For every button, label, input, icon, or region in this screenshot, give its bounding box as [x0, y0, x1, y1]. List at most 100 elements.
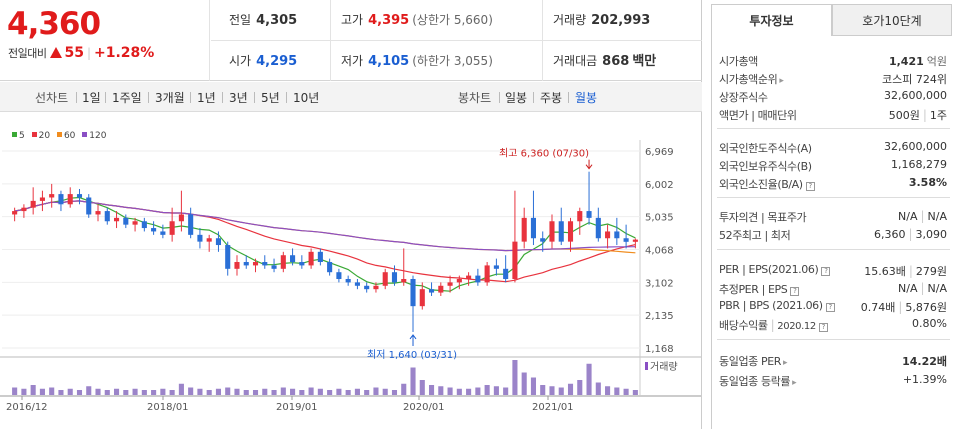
quote-open: 시가 4,295 [229, 41, 297, 81]
range-1y-button[interactable]: 1년 [197, 91, 216, 105]
candle-body [49, 194, 55, 198]
quote-value: 4,305 [256, 13, 298, 28]
volume-bar [521, 372, 527, 395]
row-value: 15.63배 [864, 265, 906, 278]
candle-body [540, 238, 546, 242]
quote-sub: (상한가 5,660) [412, 13, 493, 27]
candle-body [558, 221, 564, 242]
range-3m-button[interactable]: 3개월 [155, 91, 185, 105]
divider [499, 92, 500, 103]
candle-body [76, 194, 83, 198]
volume-bar [456, 388, 462, 395]
high-annotation: 최고 6,360 (07/30) [499, 148, 589, 160]
candle-body [30, 200, 36, 208]
volume-bar [271, 390, 277, 395]
current-price: 4,360 [7, 6, 101, 42]
range-5y-button[interactable]: 5년 [261, 91, 280, 105]
row-label: 시가총액순위 [719, 73, 778, 86]
volume-bar [623, 388, 629, 395]
volume-bar [39, 388, 45, 395]
volume-bar [49, 387, 55, 395]
candle-daily-button[interactable]: 일봉 [505, 91, 528, 105]
legend-label: 20 [38, 131, 51, 141]
row-label: 외국인한도주식수(A) [719, 142, 812, 155]
volume-bar [243, 390, 249, 395]
period-toolbar: 선차트 1일 1주일 3개월 1년 3년 5년 10년 봉차트 일봉 주봉 월봉 [0, 82, 702, 112]
price-tick-label: 3,102 [645, 278, 674, 289]
volume-bar [595, 382, 601, 395]
volume-bar [493, 386, 499, 395]
range-3y-button[interactable]: 3년 [229, 91, 248, 105]
price-tick-label: 1,168 [645, 344, 674, 355]
candle-body [197, 234, 203, 242]
change-label: 전일대비 [8, 47, 47, 60]
chevron-right-icon[interactable]: ▸ [783, 358, 788, 368]
candle-body [595, 217, 601, 239]
volume-bar [104, 390, 110, 395]
candle-body [225, 245, 231, 269]
candle-body [419, 289, 425, 307]
row-value: 14.22배 [902, 355, 947, 368]
quote-label: 고가 [341, 13, 364, 27]
volume-legend-swatch [645, 362, 648, 370]
volume-bar [632, 390, 638, 395]
change-percent: +1.28% [94, 45, 155, 61]
row-label: PER | EPS(2021.06) [719, 263, 819, 276]
range-1w-button[interactable]: 1주일 [112, 91, 142, 105]
divider [286, 92, 287, 103]
up-triangle-icon [50, 47, 63, 58]
price-chart[interactable]: 6,969 6,002 5,035 4,068 3,102 2,135 1,168 2016/… [0, 112, 701, 429]
row-label: 투자의견 | 목표주가 [719, 211, 807, 224]
help-icon[interactable]: ? [818, 323, 828, 332]
candle-body [58, 194, 64, 205]
high-arrow-icon [585, 159, 593, 170]
quote-label: 저가 [341, 54, 364, 68]
chevron-right-icon[interactable]: ▸ [779, 76, 784, 86]
quote-label: 거래량 [553, 13, 587, 27]
volume-bar [21, 388, 27, 395]
range-1d-button[interactable]: 1일 [82, 91, 101, 105]
chevron-right-icon[interactable]: ▸ [792, 378, 797, 388]
volume-bar [225, 387, 231, 395]
volume-bar [317, 388, 323, 395]
candle-monthly-button[interactable]: 월봉 [575, 91, 598, 105]
volume-bar [419, 380, 425, 395]
grid-divider [330, 0, 331, 81]
row-value: 1주 [929, 109, 947, 122]
tab-orderbook[interactable]: 호가10단계 [832, 4, 952, 36]
candle-body [577, 211, 583, 222]
help-icon[interactable]: ? [790, 287, 800, 296]
line-chart-label: 선차트 [35, 91, 69, 105]
row-value: 500원 [888, 109, 920, 122]
candle-body [299, 262, 305, 266]
candle-body [567, 221, 574, 242]
market-cap-row: 시가총액 1,421 억원 [719, 52, 947, 69]
candle-body [428, 289, 435, 293]
legend-label: 60 [63, 131, 76, 141]
candle-body [521, 217, 527, 242]
candle-body [549, 221, 555, 242]
help-icon[interactable]: ? [821, 267, 831, 276]
volume-bar [215, 388, 222, 395]
range-10y-button[interactable]: 10년 [293, 91, 320, 105]
help-icon[interactable]: ? [805, 182, 815, 191]
quote-label: 거래대금 [553, 54, 598, 68]
candle-body [632, 239, 638, 242]
volume-bar [512, 360, 518, 395]
section-divider [717, 249, 950, 250]
volume-bar [373, 387, 379, 395]
volume-bar [280, 387, 286, 395]
help-icon[interactable]: ? [825, 303, 835, 312]
candle-body [113, 217, 120, 222]
section-divider [717, 197, 950, 198]
candle-weekly-button[interactable]: 주봉 [540, 91, 563, 105]
quote-trade-amount: 거래대금 868 백만 [553, 41, 656, 81]
volume-bar [169, 390, 175, 395]
row-label: PBR | BPS (2021.06) [719, 299, 823, 312]
row-unit: 억원 [926, 55, 947, 68]
divider: | [86, 46, 92, 60]
volume-bar [577, 380, 583, 395]
volume-bar [354, 388, 360, 395]
candle-body [21, 207, 27, 212]
tab-invest-info[interactable]: 투자정보 [711, 4, 832, 36]
